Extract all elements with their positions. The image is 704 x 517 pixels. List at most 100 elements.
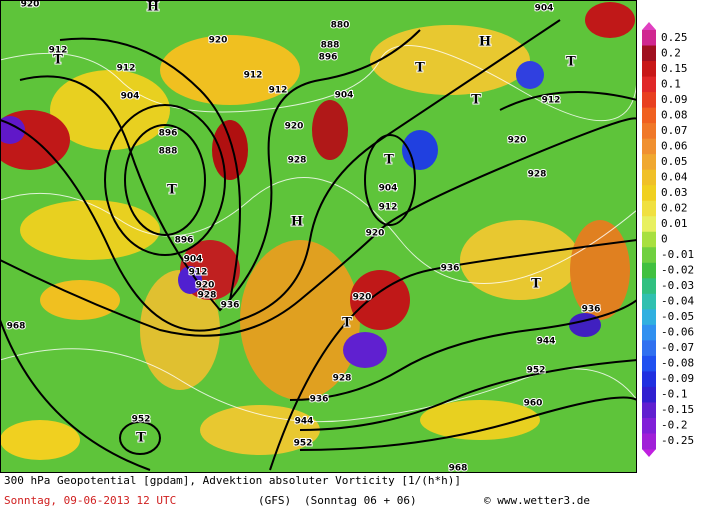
legend-label: 0	[661, 233, 668, 246]
contour-label: 936	[582, 305, 601, 315]
low-marker: T	[53, 53, 63, 68]
high-marker: H	[479, 35, 491, 50]
legend-swatch	[642, 309, 656, 326]
legend-label: 0.02	[661, 201, 688, 214]
legend-swatch	[642, 293, 656, 310]
contour-label: 920	[21, 0, 40, 10]
contour-label: 880	[331, 21, 350, 31]
contour-label: 920	[366, 229, 385, 239]
legend-swatch	[642, 92, 656, 109]
legend-swatch	[642, 231, 656, 248]
legend-swatch	[642, 417, 656, 434]
legend-swatch	[642, 216, 656, 233]
model: (GFS)	[258, 494, 291, 507]
legend-label: -0.15	[661, 403, 694, 416]
date: Sonntag, 09-06-2013 12 UTC	[4, 494, 176, 507]
site: © www.wetter3.de	[484, 494, 590, 507]
contour-label: 968	[7, 322, 26, 332]
legend-label: 0.08	[661, 108, 688, 121]
legend-label: -0.09	[661, 372, 694, 385]
legend-swatch	[642, 30, 656, 47]
legend-arrow	[642, 22, 656, 30]
legend-swatch	[642, 262, 656, 279]
legend-label: -0.01	[661, 248, 694, 261]
map-frame	[0, 0, 637, 473]
contour-label: 928	[528, 170, 547, 180]
legend-swatch	[642, 123, 656, 140]
legend-label: -0.04	[661, 295, 694, 308]
legend-swatch	[642, 278, 656, 295]
contour-label: 944	[537, 337, 556, 347]
legend-label: 0.15	[661, 62, 688, 75]
legend-arrow	[642, 449, 656, 457]
legend-label: -0.08	[661, 357, 694, 370]
map: 920 912 T 912 H 920 912 912 880 888 896 …	[0, 0, 637, 474]
legend-label: 0.09	[661, 93, 688, 106]
low-marker: T	[136, 431, 146, 446]
contour-label: 920	[196, 281, 215, 291]
legend-swatch	[642, 154, 656, 171]
contour-label: 928	[198, 291, 217, 301]
contour-label: 952	[132, 415, 151, 425]
legend-label: 0.25	[661, 31, 688, 44]
contour-label: 904	[535, 4, 554, 14]
contour-label: 952	[294, 439, 313, 449]
contour-label: 968	[449, 464, 468, 474]
contour-label: 896	[159, 129, 178, 139]
legend-label: -0.07	[661, 341, 694, 354]
contour-label: 912	[49, 46, 68, 56]
legend-label: -0.02	[661, 264, 694, 277]
contour-label: 888	[321, 41, 340, 51]
contour-label: 912	[189, 268, 208, 278]
contour-label: 896	[175, 236, 194, 246]
legend-swatch	[642, 386, 656, 403]
contour-label: 920	[285, 122, 304, 132]
contour-label: 936	[221, 301, 240, 311]
low-marker: T	[566, 55, 576, 70]
geopotential-contours	[0, 19, 637, 471]
legend-label: 0.06	[661, 139, 688, 152]
legend-label: -0.1	[661, 388, 688, 401]
legend-label: 0.04	[661, 170, 688, 183]
contour-label: 952	[527, 366, 546, 376]
color-legend: 0.25 0.2 0.15 0.1 0.09 0.08 0.07 0.06 0.05 0.04 0.…	[642, 22, 694, 457]
legend-swatch	[642, 340, 656, 357]
low-marker: T	[415, 61, 425, 76]
legend-label: 0.03	[661, 186, 688, 199]
contour-label: 936	[441, 264, 460, 274]
contour-label: 896	[319, 53, 338, 63]
legend-label: 0.05	[661, 155, 688, 168]
contour-label: 904	[121, 92, 140, 102]
caption: 300 hPa Geopotential [gpdam], Advektion …	[4, 474, 461, 487]
legend-label: 0.07	[661, 124, 688, 137]
legend-label: -0.25	[661, 434, 694, 447]
legend-swatch	[642, 107, 656, 124]
legend-label: 0.1	[661, 77, 681, 90]
legend-swatch	[642, 355, 656, 372]
contour-label: 912	[379, 203, 398, 213]
low-marker: T	[384, 153, 394, 168]
contour-label: 920	[209, 36, 228, 46]
legend-swatch	[642, 76, 656, 93]
contour-label: 936	[310, 395, 329, 405]
contour-label: 944	[295, 417, 314, 427]
contour-label: 912	[542, 96, 561, 106]
legend-swatch	[642, 138, 656, 155]
contour-label: 920	[508, 136, 527, 146]
low-marker: T	[342, 316, 352, 331]
contour-label: 912	[244, 71, 263, 81]
legend-label: -0.03	[661, 279, 694, 292]
contour-label: 904	[184, 255, 203, 265]
run: (Sonntag 06 + 06)	[304, 494, 417, 507]
contour-label: 928	[333, 374, 352, 384]
contour-label: 904	[335, 91, 354, 101]
map-labels: 920 912 T 912 H 920 912 912 880 888 896 …	[6, 0, 602, 474]
high-marker: H	[147, 0, 159, 15]
legend-label: 0.2	[661, 46, 681, 59]
legend-label: -0.06	[661, 326, 694, 339]
contour-label: 904	[379, 184, 398, 194]
legend-label: 0.01	[661, 217, 688, 230]
contour-label: 960	[524, 399, 543, 409]
